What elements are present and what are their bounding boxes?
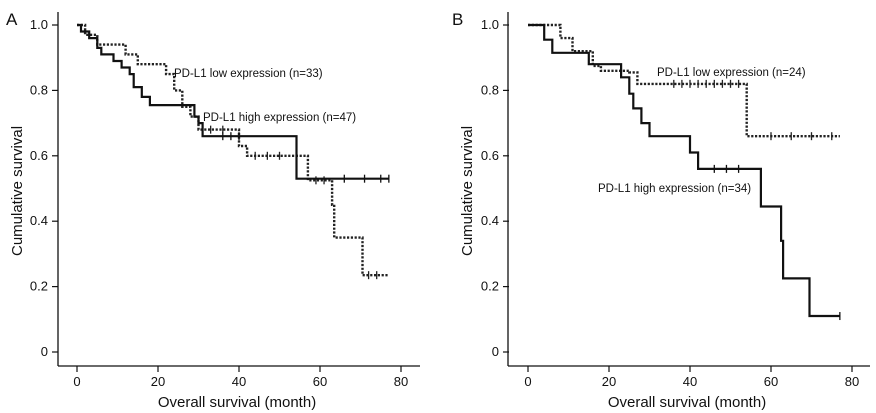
y-ticks-a: 0 0.2 0.4 0.6 0.8 1.0 <box>30 17 58 359</box>
x-tick-label: 20 <box>151 374 165 389</box>
y-tick-label: 0.8 <box>481 82 499 97</box>
y-tick-label: 0 <box>492 344 499 359</box>
y-tick-label: 0.6 <box>30 148 48 163</box>
x-tick-label: 60 <box>764 374 778 389</box>
panel-label-a: A <box>6 10 18 29</box>
x-tick-label: 40 <box>683 374 697 389</box>
y-tick-label: 0 <box>41 344 48 359</box>
panel-label-b: B <box>452 10 463 29</box>
legend-label-high-a: PD-L1 high expression (n=47) <box>203 112 356 124</box>
y-axis-label-b: Cumulative survival <box>459 126 476 256</box>
x-axis-label-a: Overall survival (month) <box>158 394 316 411</box>
km-curve-low <box>528 23 840 138</box>
y-tick-label: 0.6 <box>481 148 499 163</box>
x-tick-label: 40 <box>232 374 246 389</box>
y-axis-label-a: Cumulative survival <box>9 126 26 256</box>
y-tick-label: 1.0 <box>30 17 48 32</box>
y-tick-label: 0.2 <box>30 279 48 294</box>
x-ticks-a: 0 20 40 60 80 <box>73 366 408 389</box>
panel-a: A 0 0.2 0.4 0.6 0.8 1.0 0 20 40 60 <box>6 10 420 411</box>
y-tick-label: 0.8 <box>30 82 48 97</box>
km-curve-low <box>77 23 389 277</box>
x-tick-label: 0 <box>73 374 80 389</box>
x-tick-label: 60 <box>313 374 327 389</box>
x-tick-label: 0 <box>524 374 531 389</box>
y-tick-label: 0.2 <box>481 279 499 294</box>
y-tick-label: 0.4 <box>481 213 499 228</box>
legend-label-low-a: PD-L1 low expression (n=33) <box>174 68 323 80</box>
y-ticks-b: 0 0.2 0.4 0.6 0.8 1.0 <box>481 17 509 359</box>
km-curves-a <box>77 23 390 280</box>
km-curve-high <box>77 23 389 180</box>
panel-b: B 0 0.2 0.4 0.6 0.8 1.0 0 20 40 60 <box>452 10 870 411</box>
km-curve-high <box>528 23 840 318</box>
x-tick-label: 80 <box>394 374 408 389</box>
y-tick-label: 0.4 <box>30 213 48 228</box>
x-ticks-b: 0 20 40 60 80 <box>524 366 859 389</box>
legend-label-high-b: PD-L1 high expression (n=34) <box>598 183 751 195</box>
legend-label-low-b: PD-L1 low expression (n=24) <box>657 67 806 79</box>
y-tick-label: 1.0 <box>481 17 499 32</box>
km-curves-b <box>528 23 841 321</box>
x-tick-label: 80 <box>845 374 859 389</box>
x-tick-label: 20 <box>602 374 616 389</box>
x-axis-label-b: Overall survival (month) <box>608 394 766 411</box>
